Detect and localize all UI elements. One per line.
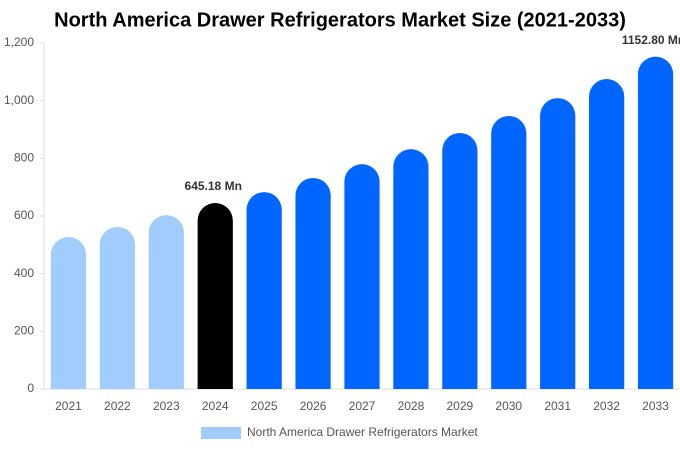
bar: [589, 79, 625, 390]
y-tick-label: 1,000: [4, 93, 34, 107]
bar: [50, 237, 87, 389]
y-tick-label: 1,200: [4, 35, 34, 49]
bar: [491, 115, 527, 389]
y-tick-label: 400: [14, 266, 34, 280]
bar: [197, 202, 233, 389]
legend-label: North America Drawer Refrigerators Marke…: [247, 425, 478, 439]
x-tick-label: 2027: [349, 399, 376, 413]
chart-title: North America Drawer Refrigerators Marke…: [54, 9, 626, 31]
x-tick-label: 2026: [300, 399, 327, 413]
value-label: 645.18 Mn: [185, 179, 242, 193]
bar: [637, 56, 674, 389]
x-tick-label: 2029: [446, 399, 473, 413]
x-tick-label: 2030: [495, 399, 522, 413]
x-tick-label: 2025: [251, 399, 278, 413]
value-label: 1152.80 Mn: [622, 33, 680, 47]
bar: [148, 215, 184, 389]
x-tick-label: 2024: [202, 399, 229, 413]
x-tick-label: 2022: [104, 399, 131, 413]
x-tick-label: 2033: [642, 399, 669, 413]
x-tick-label: 2032: [593, 399, 620, 413]
bar: [540, 98, 576, 390]
y-tick-label: 600: [14, 208, 34, 222]
bar: [442, 132, 478, 389]
x-tick-label: 2021: [55, 399, 82, 413]
y-tick-label: 800: [14, 151, 34, 165]
x-tick-label: 2031: [544, 399, 571, 413]
bar: [344, 164, 380, 389]
bar: [393, 149, 429, 389]
y-tick-label: 0: [27, 381, 34, 395]
bar: [246, 192, 282, 389]
x-tick-label: 2028: [398, 399, 425, 413]
bar: [99, 226, 135, 389]
legend-swatch: [201, 427, 241, 439]
bar: [295, 177, 331, 389]
y-tick-label: 200: [14, 324, 34, 338]
x-tick-label: 2023: [153, 399, 180, 413]
